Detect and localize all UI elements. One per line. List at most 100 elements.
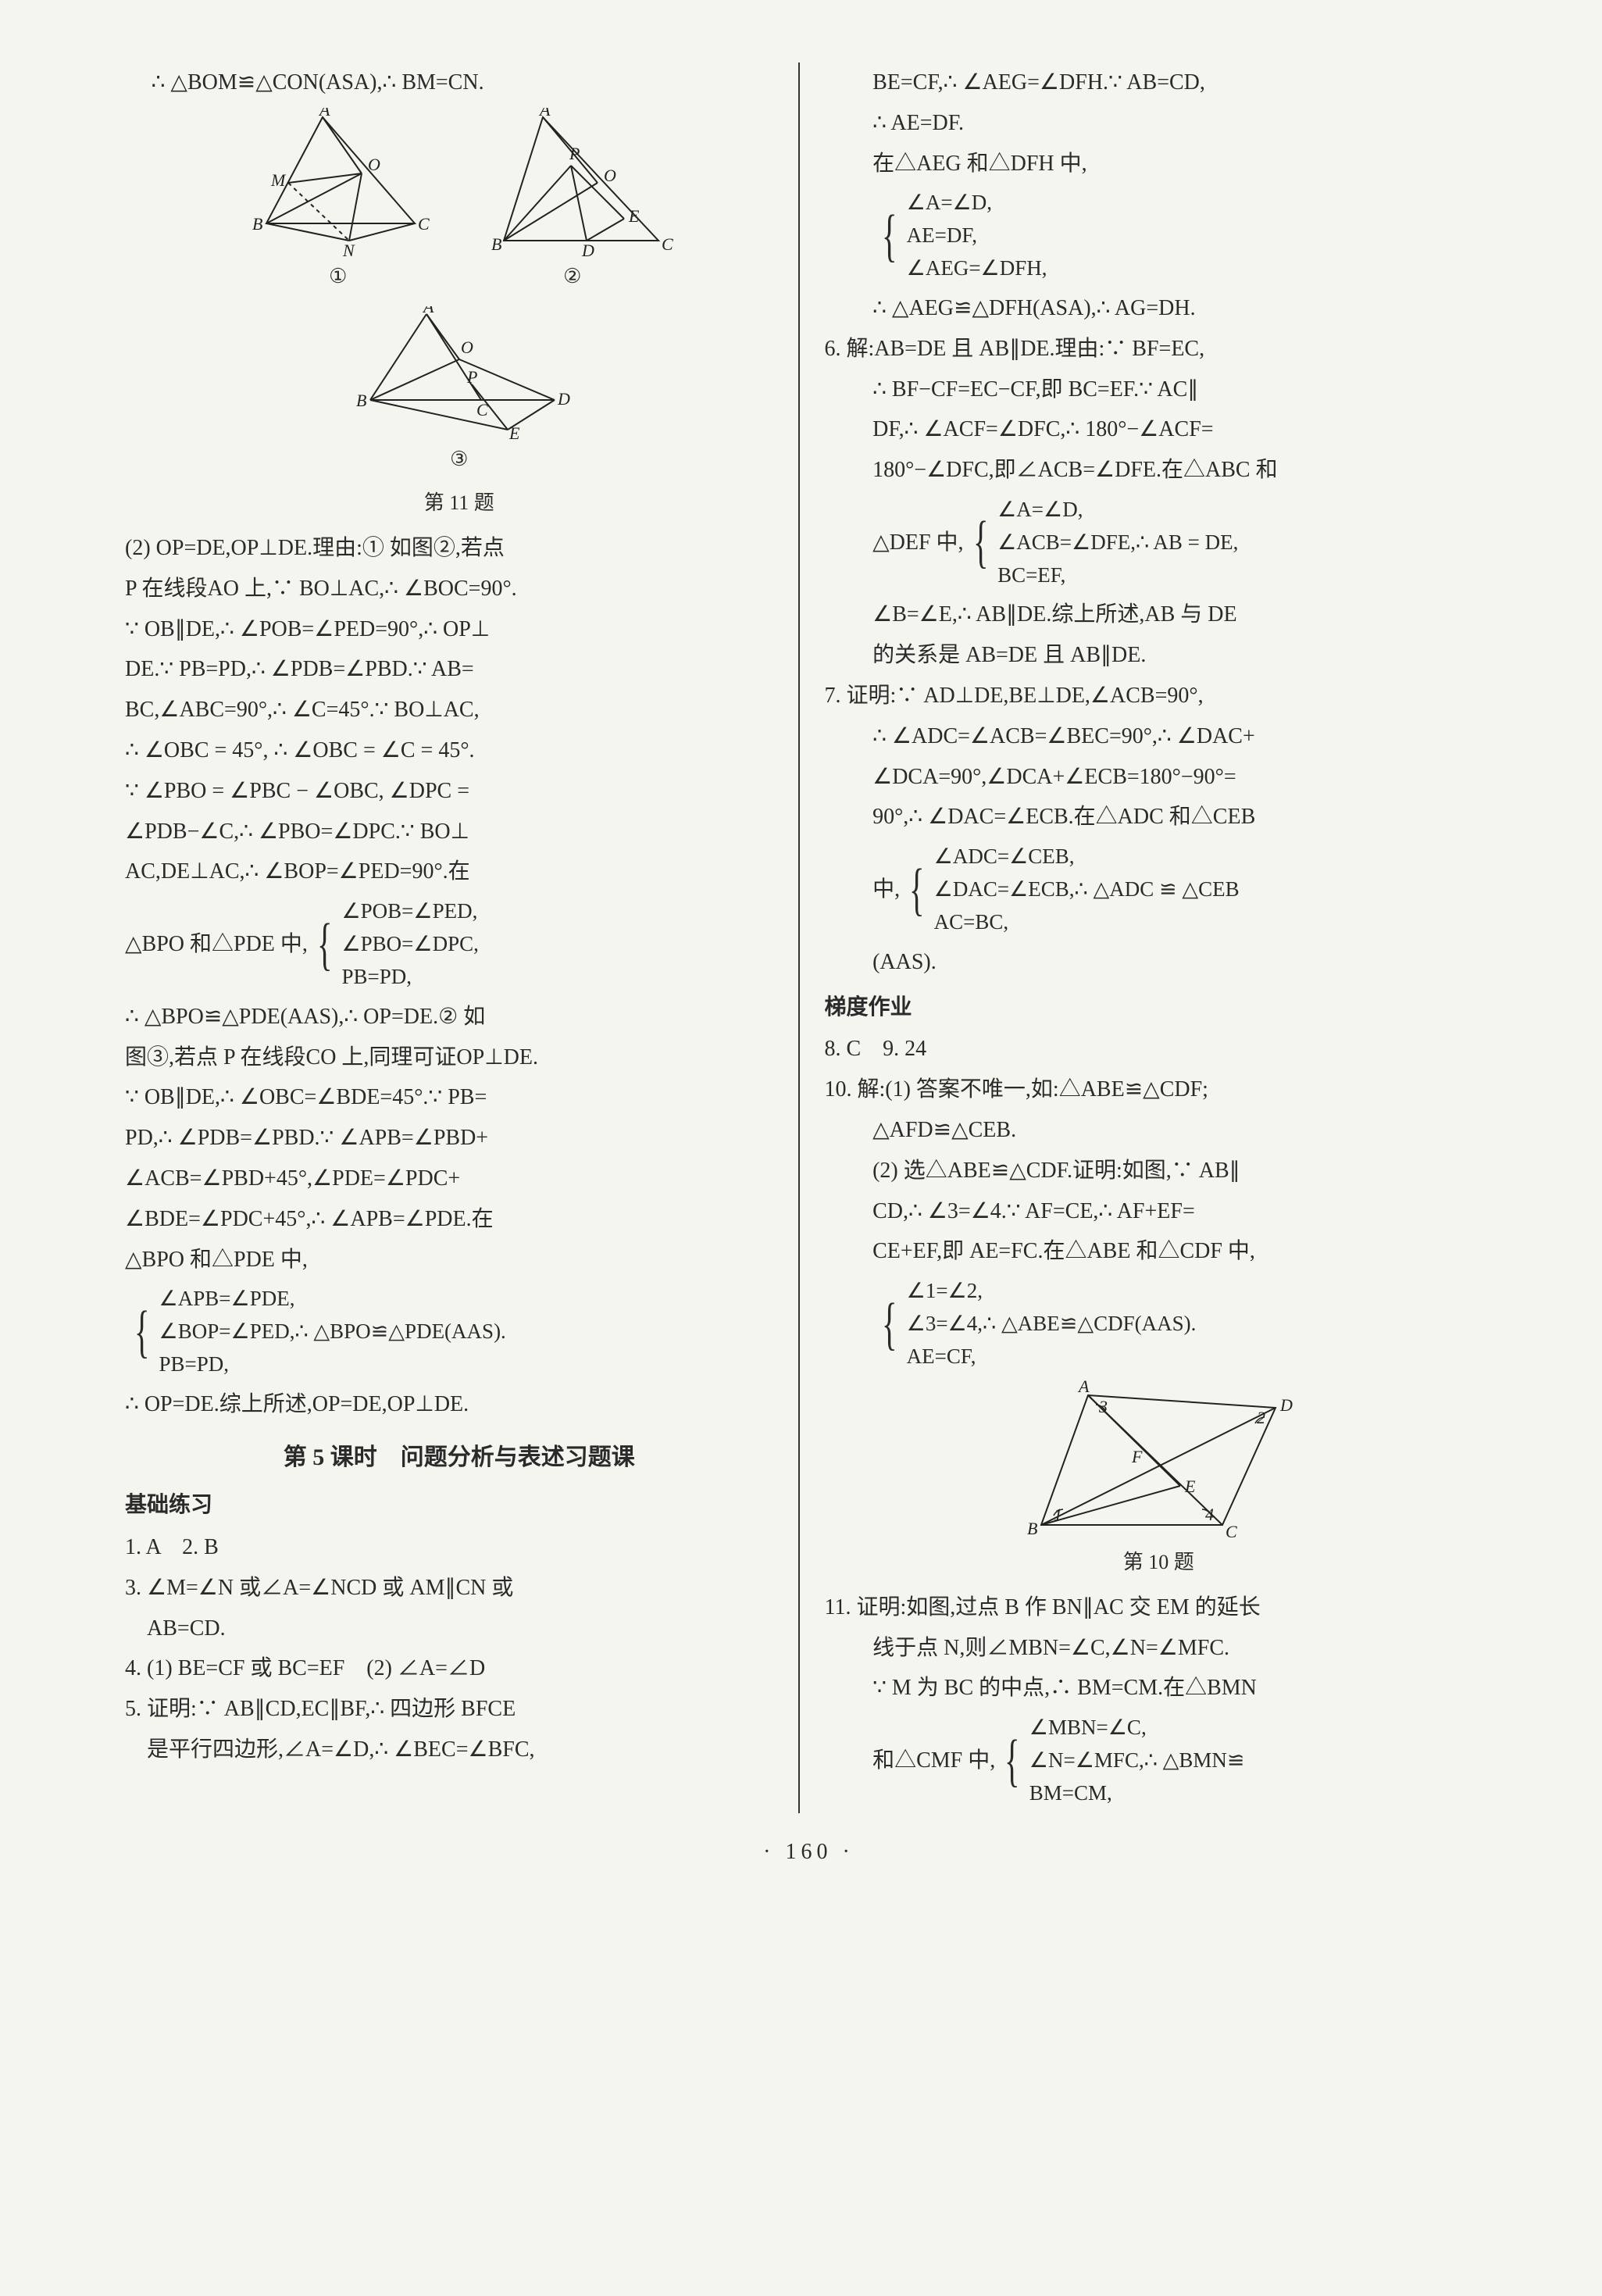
text-line: ∴ AE=DF. [825,103,1493,144]
brace-group-bmn: 和△CMF 中, { ∠MBN=∠C, ∠N=∠MFC,∴ △BMN≌ BM=C… [825,1712,1493,1810]
brace-head: △BPO 和△PDE 中, [125,924,308,965]
brace-head: 和△CMF 中, [872,1741,995,1781]
brace-line: ∠1=∠2, [907,1275,1197,1308]
brace-line: ∠MBN=∠C, [1029,1712,1245,1744]
brace-line: AE=CF, [907,1341,1197,1373]
figure-1: A B C M N O ① [244,108,432,302]
brace-group-aeg: { ∠A=∠D, AE=DF, ∠AEG=∠DFH, [825,187,1493,285]
brace-group-def: △DEF 中, { ∠A=∠D, ∠ACB=∠DFE,∴ AB = DE, BC… [825,494,1493,592]
left-brace-icon: { [882,1298,897,1351]
text-line: ∴ △BPO≌△PDE(AAS),∴ OP=DE.② 如 [125,997,794,1037]
text-line: ∴ ∠OBC = 45°, ∴ ∠OBC = ∠C = 45°. [125,730,794,771]
left-column: ∴ △BOM≌△CON(ASA),∴ BM=CN. A [125,62,794,1813]
text-line: △BPO 和△PDE 中, [125,1240,794,1280]
svg-text:F: F [1131,1447,1143,1466]
brace-group-abe: { ∠1=∠2, ∠3=∠4,∴ △ABE≌△CDF(AAS). AE=CF, [825,1275,1493,1373]
brace-line: ∠APB=∠PDE, [159,1283,506,1316]
geometry-svg-10: A D B C F E 3 2 1 4 [1018,1378,1299,1542]
brace-line: BC=EF, [997,559,1238,592]
brace-line: ∠A=∠D, [907,187,1047,220]
svg-text:N: N [342,241,355,256]
answer-line: 是平行四边形,∠A=∠D,∴ ∠BEC=∠BFC, [125,1730,794,1770]
brace-line: ∠DAC=∠ECB,∴ △ADC ≌ △CEB [934,873,1240,906]
svg-text:B: B [356,391,366,410]
left-brace-icon: { [1004,1735,1020,1787]
text-line: ∵ M 为 BC 的中点,∴ BM=CM.在△BMN [825,1668,1493,1709]
answer-line: 3. ∠M=∠N 或∠A=∠NCD 或 AM∥CN 或 [125,1568,794,1609]
text-line: ∠BDE=∠PDC+45°,∴ ∠APB=∠PDE.在 [125,1199,794,1240]
left-brace-icon: { [317,919,333,971]
text-line: △AFD≌△CEB. [825,1110,1493,1151]
svg-text:A: A [318,108,330,120]
text-line: (2) 选△ABE≌△CDF.证明:如图,∵ AB∥ [825,1151,1493,1191]
brace-line: ∠N=∠MFC,∴ △BMN≌ [1029,1744,1245,1777]
text-line: 图③,若点 P 在线段CO 上,同理可证OP⊥DE. [125,1037,794,1078]
answer-line: 1. A 2. B [125,1527,794,1568]
text-line: ∴ OP=DE.综上所述,OP=DE,OP⊥DE. [125,1384,794,1425]
figure-3: A B C D E O P ③ 第 11 题 [342,306,576,528]
svg-text:D: D [1279,1395,1293,1415]
lesson-heading: 第 5 课时 问题分析与表述习题课 [125,1436,794,1480]
right-column: BE=CF,∴ ∠AEG=∠DFH.∵ AB=CD, ∴ AE=DF. 在△AE… [825,62,1493,1813]
svg-text:D: D [581,241,594,256]
svg-text:4: 4 [1205,1505,1214,1524]
text-line: 的关系是 AB=DE 且 AB∥DE. [825,635,1493,676]
brace-line: ∠A=∠D, [997,494,1238,527]
svg-text:P: P [466,367,477,387]
text-line: CD,∴ ∠3=∠4.∵ AF=CE,∴ AF+EF= [825,1191,1493,1232]
text-line: AC,DE⊥AC,∴ ∠BOP=∠PED=90°.在 [125,852,794,892]
section-heading-basic: 基础练习 [125,1485,794,1526]
svg-text:3: 3 [1098,1397,1108,1416]
svg-text:B: B [491,234,501,254]
brace-line: ∠PBO=∠DPC, [341,928,478,961]
brace-group-bpo: △BPO 和△PDE 中, { ∠POB=∠PED, ∠PBO=∠DPC, PB… [125,895,794,994]
brace-line: ∠BOP=∠PED,∴ △BPO≌△PDE(AAS). [159,1316,506,1348]
brace-group-bpo2: { ∠APB=∠PDE, ∠BOP=∠PED,∴ △BPO≌△PDE(AAS).… [125,1283,794,1381]
text-line: ∴ △AEG≌△DFH(ASA),∴ AG=DH. [825,288,1493,329]
brace-group-adc: 中, { ∠ADC=∠CEB, ∠DAC=∠ECB,∴ △ADC ≌ △CEB … [825,841,1493,939]
svg-text:E: E [628,206,640,226]
text-line: ∵ OB∥DE,∴ ∠OBC=∠BDE=45°.∵ PB= [125,1077,794,1118]
figure-caption-11: 第 11 题 [342,484,576,522]
answer-line: 5. 证明:∵ AB∥CD,EC∥BF,∴ 四边形 BFCE [125,1689,794,1730]
text-line: 线于点 N,则∠MBN=∠C,∠N=∠MFC. [825,1628,1493,1669]
geometry-svg-1: A B C M N O [244,108,432,256]
brace-line: BM=CM, [1029,1777,1245,1810]
brace-line: PB=PD, [341,961,478,994]
svg-text:E: E [508,423,520,439]
text-line: CE+EF,即 AE=FC.在△ABE 和△CDF 中, [825,1231,1493,1272]
brace-line: ∠AEG=∠DFH, [907,252,1047,285]
figure-10: A D B C F E 3 2 1 4 [1018,1378,1299,1587]
text-line: ∴ BF−CF=EC−CF,即 BC=EF.∵ AC∥ [825,370,1493,410]
figure-row-10: A D B C F E 3 2 1 4 [825,1378,1493,1587]
brace-line: AC=BC, [934,906,1240,939]
text-line: 7. 证明:∵ AD⊥DE,BE⊥DE,∠ACB=90°, [825,676,1493,716]
text-line: ∴ ∠ADC=∠ACB=∠BEC=90°,∴ ∠DAC+ [825,716,1493,757]
figure-caption-10: 第 10 题 [1018,1544,1299,1581]
text-line: 在△AEG 和△DFH 中, [825,144,1493,184]
svg-text:B: B [1027,1519,1037,1538]
text-line: ∵ ∠PBO = ∠PBC − ∠OBC, ∠DPC = [125,771,794,812]
text-line: 180°−∠DFC,即∠ACB=∠DFE.在△ABC 和 [825,450,1493,491]
text-line: 90°,∴ ∠DAC=∠ECB.在△ADC 和△CEB [825,797,1493,837]
svg-text:M: M [270,170,287,190]
figure-label-1: ① [244,258,432,295]
text-line: DF,∴ ∠ACF=∠DFC,∴ 180°−∠ACF= [825,409,1493,450]
text-line: (2) OP=DE,OP⊥DE.理由:① 如图②,若点 [125,528,794,569]
answer-line: 4. (1) BE=CF 或 BC=EF (2) ∠A=∠D [125,1648,794,1689]
text-line: P 在线段AO 上,∵ BO⊥AC,∴ ∠BOC=90°. [125,569,794,609]
figure-label-2: ② [471,258,674,295]
text-line: 6. 解:AB=DE 且 AB∥DE.理由:∵ BF=EC, [825,329,1493,370]
svg-text:P: P [569,144,580,163]
page-number: · 160 · [125,1840,1493,1865]
brace-head: 中, [872,869,900,910]
geometry-svg-2: A B C D E O P [471,108,674,256]
brace-head: △DEF 中, [872,523,963,563]
section-heading-gradient: 梯度作业 [825,987,1493,1028]
text-line: 10. 解:(1) 答案不唯一,如:△ABE≌△CDF; [825,1069,1493,1110]
text-line: (AAS). [825,942,1493,983]
geometry-svg-3: A B C D E O P [342,306,576,439]
text-line: BE=CF,∴ ∠AEG=∠DFH.∵ AB=CD, [825,62,1493,103]
figure-2: A B C D E O P ② [471,108,674,302]
figure-label-3: ③ [342,441,576,478]
